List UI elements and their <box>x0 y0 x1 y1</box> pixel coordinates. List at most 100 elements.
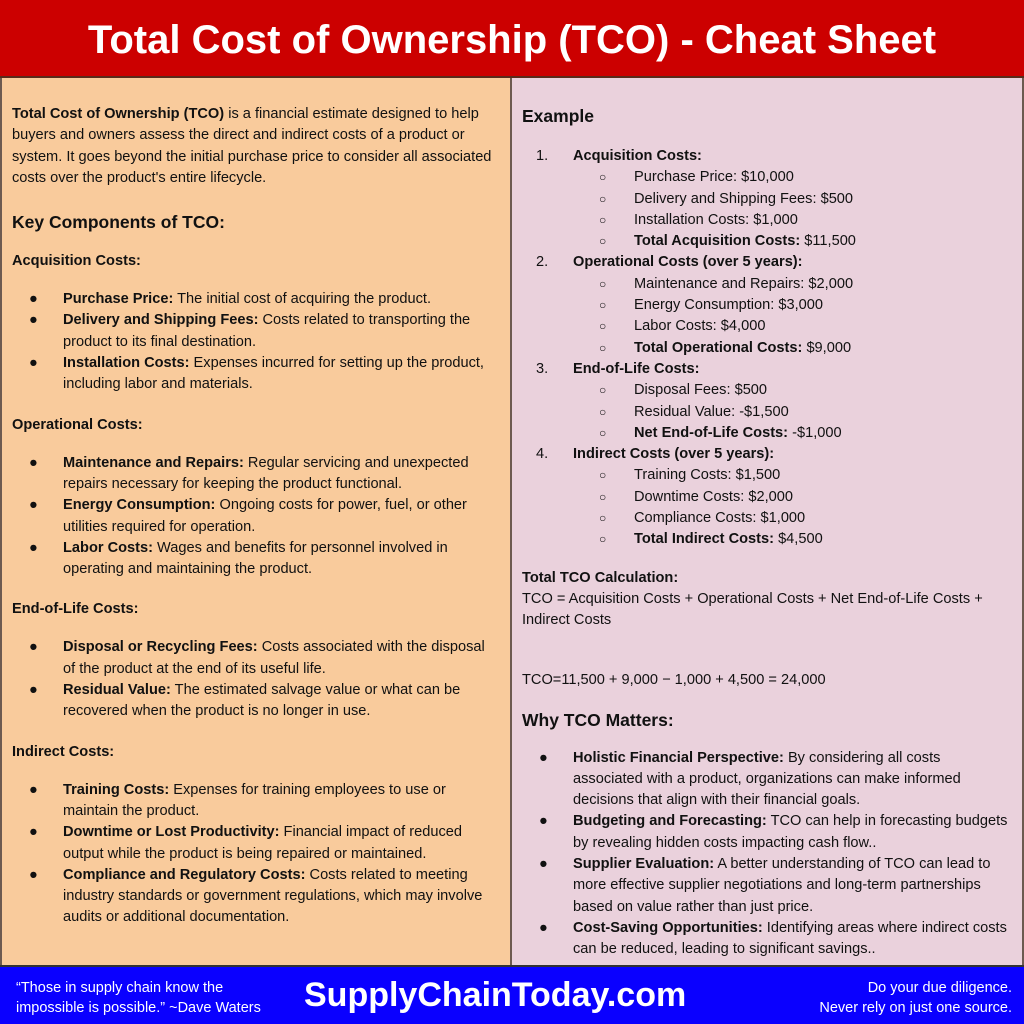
subitem-text: Delivery and Shipping Fees: $500 <box>634 190 854 207</box>
section-title: End-of-Life Costs: <box>12 601 139 618</box>
circle-bullet-icon: ○ <box>599 170 607 185</box>
example-item: 4. Indirect Costs (over 5 years): ○ Trainin… <box>522 444 1012 550</box>
bullet-icon: ● <box>29 682 38 699</box>
subitem-text: Labor Costs: $4,000 <box>634 318 766 335</box>
circle-bullet-icon: ○ <box>599 532 607 547</box>
item-term: Delivery and Shipping Fees: <box>63 312 259 329</box>
bullet-icon: ● <box>29 866 38 883</box>
example-subitem: ○ Disposal Fees: $500 <box>522 380 1012 401</box>
footer-disclaimer: Do your due diligence. Never rely on just… <box>819 978 1012 1018</box>
quote-line: “Those in supply chain know the <box>16 980 224 996</box>
section-list: ● Training Costs: Expenses for training e… <box>12 780 500 929</box>
circle-bullet-icon: ○ <box>599 234 607 249</box>
page-title: Total Cost of Ownership (TCO) - Cheat Sh… <box>0 0 1024 78</box>
circle-bullet-icon: ○ <box>599 298 607 313</box>
example-subitem: ○ Labor Costs: $4,000 <box>522 316 1012 337</box>
example-sublist: ○ Maintenance and Repairs: $2,000 ○ Energy … <box>522 274 1012 359</box>
item-number: 3. <box>536 360 549 377</box>
list-item: ● Disposal or Recycling Fees: Costs assoc… <box>12 637 500 680</box>
why-list: ● Holistic Financial Perspective: By cons… <box>522 748 1012 961</box>
example-subitem: ○ Training Costs: $1,500 <box>522 465 1012 486</box>
subitem-term: Total Operational Costs: <box>634 339 803 356</box>
subitem-text: $9,000 <box>802 339 852 356</box>
subitem-text: Compliance Costs: $1,000 <box>634 510 806 527</box>
example-subitem: ○ Installation Costs: $1,000 <box>522 210 1012 231</box>
disclaimer-line: Never rely on just one source. <box>819 1000 1012 1016</box>
footer: “Those in supply chain know the impossibl… <box>0 965 1024 1024</box>
item-term: Compliance and Regulatory Costs: <box>63 866 306 883</box>
example-title: Indirect Costs (over 5 years): <box>573 446 775 463</box>
example-subitem: ○ Residual Value: -$1,500 <box>522 402 1012 423</box>
circle-bullet-icon: ○ <box>599 383 607 398</box>
circle-bullet-icon: ○ <box>599 511 607 526</box>
list-item: ● Energy Consumption: Ongoing costs for p… <box>12 495 500 538</box>
section-list: ● Disposal or Recycling Fees: Costs assoc… <box>12 637 500 722</box>
item-term: Maintenance and Repairs: <box>63 454 244 471</box>
list-item: ● Labor Costs: Wages and benefits for per… <box>12 538 500 581</box>
circle-bullet-icon: ○ <box>599 212 607 227</box>
item-term: Purchase Price: <box>63 291 174 308</box>
example-item: 2. Operational Costs (over 5 years): ○ Main… <box>522 252 1012 358</box>
bullet-icon: ● <box>29 781 38 798</box>
example-subitem: ○ Purchase Price: $10,000 <box>522 167 1012 188</box>
subitem-text: Training Costs: $1,500 <box>634 467 781 484</box>
circle-bullet-icon: ○ <box>599 276 607 291</box>
right-panel: Example 1. Acquisition Costs: ○ Purchase Pr… <box>512 78 1024 966</box>
why-desc: A better understanding of TCO can lead t… <box>573 856 991 915</box>
subitem-text: Energy Consumption: $3,000 <box>634 297 824 314</box>
subitem-term: Net End-of-Life Costs: <box>634 424 789 441</box>
example-subitem: ○ Downtime Costs: $2,000 <box>522 487 1012 508</box>
subitem-text: Maintenance and Repairs: $2,000 <box>634 275 854 292</box>
subitem-term: Total Indirect Costs: <box>634 531 775 548</box>
list-item: ● Purchase Price: The initial cost of acq… <box>12 289 500 310</box>
intro-term: Total Cost of Ownership (TCO) <box>12 106 225 122</box>
why-item: ● Supplier Evaluation: A better understan… <box>522 854 1012 918</box>
item-desc: Costs related to transporting the produc… <box>63 312 471 350</box>
item-desc: Ongoing costs for power, fuel, or other … <box>63 497 467 535</box>
circle-bullet-icon: ○ <box>599 319 607 334</box>
example-subitem: ○ Total Operational Costs: $9,000 <box>522 338 1012 359</box>
item-desc: Expenses for training employees to use o… <box>63 781 446 819</box>
item-term: Residual Value: <box>63 682 171 699</box>
item-desc: The initial cost of acquiring the produc… <box>173 291 432 308</box>
why-term: Holistic Financial Perspective: <box>573 749 784 766</box>
bullet-icon: ● <box>29 291 38 308</box>
item-term: Labor Costs: <box>63 539 153 556</box>
components-sections: Acquisition Costs: ● Purchase Price: The i… <box>12 251 500 929</box>
item-desc: Expenses incurred for setting up the pro… <box>63 355 484 393</box>
example-title: Operational Costs (over 5 years): <box>573 254 803 271</box>
item-number: 4. <box>536 446 549 463</box>
bullet-icon: ● <box>29 824 38 841</box>
footer-site-link[interactable]: SupplyChainToday.com <box>304 976 687 1014</box>
why-desc: Identifying areas where indirect costs c… <box>573 919 1007 958</box>
example-heading: Example <box>522 106 594 126</box>
example-subitem: ○ Maintenance and Repairs: $2,000 <box>522 274 1012 295</box>
subitem-text: Residual Value: -$1,500 <box>634 403 789 420</box>
circle-bullet-icon: ○ <box>599 340 607 355</box>
list-item: ● Compliance and Regulatory Costs: Costs … <box>12 865 500 929</box>
section-title: Acquisition Costs: <box>12 253 141 270</box>
item-term: Training Costs: <box>63 781 170 798</box>
calc-formula: TCO = Acquisition Costs + Operational Co… <box>522 590 983 628</box>
subitem-text: $4,500 <box>774 531 823 548</box>
why-desc: TCO can help in forecasting budgets by r… <box>573 813 1008 851</box>
example-item: 1. Acquisition Costs: ○ Purchase Price: $10… <box>522 146 1012 252</box>
example-item: 3. End-of-Life Costs: ○ Disposal Fees: $500… <box>522 359 1012 444</box>
bullet-icon: ● <box>29 355 38 372</box>
example-subitem: ○ Energy Consumption: $3,000 <box>522 295 1012 316</box>
item-term: Installation Costs: <box>63 355 190 372</box>
list-item: ● Installation Costs: Expenses incurred f… <box>12 353 500 396</box>
bullet-icon: ● <box>29 312 38 329</box>
why-term: Budgeting and Forecasting: <box>573 813 767 830</box>
circle-bullet-icon: ○ <box>599 489 607 504</box>
list-item: ● Training Costs: Expenses for training e… <box>12 780 500 823</box>
list-item: ● Maintenance and Repairs: Regular servic… <box>12 453 500 496</box>
item-term: Disposal or Recycling Fees: <box>63 639 258 656</box>
why-item: ● Cost-Saving Opportunities: Identifying … <box>522 918 1012 961</box>
why-item: ● Holistic Financial Perspective: By cons… <box>522 748 1012 812</box>
calc-result: TCO=11,500 + 9,000 − 1,000 + 4,500 = 24,… <box>522 672 826 689</box>
list-item: ● Residual Value: The estimated salvage v… <box>12 680 500 723</box>
circle-bullet-icon: ○ <box>599 468 607 483</box>
intro-text: is a financial estimate designed to help… <box>12 106 492 186</box>
why-item: ● Budgeting and Forecasting: TCO can help… <box>522 811 1012 854</box>
